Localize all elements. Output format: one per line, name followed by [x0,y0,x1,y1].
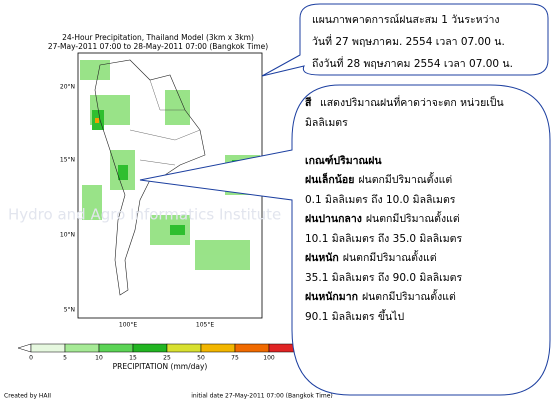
colorbar-segment [234,343,270,353]
level-name: ฝนเล็กน้อย [305,172,354,186]
colorbar-segment [64,343,100,353]
level-title: ฝนหนัก ฝนตกมีปริมาณตั้งแต่ [305,250,437,264]
level-name: ฝนหนัก [305,252,339,264]
level-name: ฝนปานกลาง [305,213,362,225]
level-name: ฝนหนักมาก [305,291,358,303]
level-range: 0.1 มิลลิเมตร ถึง 10.0 มิลลิเมตร [305,194,456,206]
colorbar-segment [30,343,66,353]
level-range: 35.1 มิลลิเมตร ถึง 90.0 มิลลิเมตร [305,272,462,284]
lon-label: 105°E [196,322,214,329]
level-desc: ฝนตกมีปริมาณตั้งแต่ [362,289,456,303]
level-desc: ฝนตกมีปริมาณตั้งแต่ [358,172,452,186]
lat-label: 10°N [60,232,75,239]
initial-date: initial date 27-May-2011 07:00 (Bangkok … [191,393,333,400]
colorbar-segment [98,343,134,353]
colorbar-tick-label: 25 [163,355,171,362]
lat-label: 15°N [60,157,75,164]
intro-bold: สี [304,96,312,109]
callout-line: ถึงวันที่ 28 พฤษภาคม 2554 เวลา 07.00 น. [312,56,513,70]
lat-label: 20°N [60,84,75,91]
callout-top [261,3,549,77]
colorbar-segment [200,343,236,353]
colorbar-tick-label: 75 [231,355,239,362]
lon-label: 100°E [119,322,137,329]
credit: Created by HAII [4,393,51,400]
level-desc: ฝนตกมีปริมาณตั้งแต่ [343,250,437,264]
colorbar-tick-label: 50 [197,355,205,362]
intro: แสดงปริมาณฝนที่คาดว่าจะตก หน่วยเป็น [320,95,504,109]
level-title: ฝนเล็กน้อย ฝนตกมีปริมาณตั้งแต่ [305,172,452,186]
colorbar-label: PRECIPITATION (mm/day) [113,362,208,371]
map-title: 24-Hour Precipitation, Thailand Model (3… [62,33,254,42]
intro: มิลลิเมตร [305,117,348,129]
colorbar-tick-label: 5 [63,355,67,362]
level-range: 90.1 มิลลิเมตร ขึ้นไป [305,309,404,323]
level-title: ฝนปานกลาง ฝนตกมีปริมาณตั้งแต่ [305,211,460,225]
heading: เกณฑ์ปริมาณฝน [305,154,382,167]
level-title: ฝนหนักมาก ฝนตกมีปริมาณตั้งแต่ [305,289,456,303]
colorbar-tick-label: 0 [29,355,33,362]
level-range: 10.1 มิลลิเมตร ถึง 35.0 มิลลิเมตร [305,233,462,245]
map-subtitle: 27-May-2011 07:00 to 28-May-2011 07:00 (… [48,42,268,51]
colorbar-arrow [17,343,32,353]
level-desc: ฝนตกมีปริมาณตั้งแต่ [366,211,460,225]
watermark: Hydro and Agro Informatics Institute [8,206,281,224]
levels: ฝนเล็กน้อย ฝนตกมีปริมาณตั้งแต่0.1 มิลลิเม… [305,172,462,323]
colorbar-tick-label: 100 [263,355,275,362]
colorbar-segment [166,343,202,353]
callout-line: แผนภาพคาดการณ์ฝนสะสม 1 วันระหว่าง [312,13,499,26]
colorbar-segment [132,343,168,353]
colorbar: 051015255075100150 [17,343,317,362]
colorbar-tick-label: 10 [95,355,103,362]
lat-label: 5°N [64,307,75,314]
colorbar-tick-label: 15 [129,355,137,362]
callout-legend [139,84,551,396]
callout-line: วันที่ 27 พฤษภาคม. 2554 เวลา 07.00 น. [312,34,505,48]
